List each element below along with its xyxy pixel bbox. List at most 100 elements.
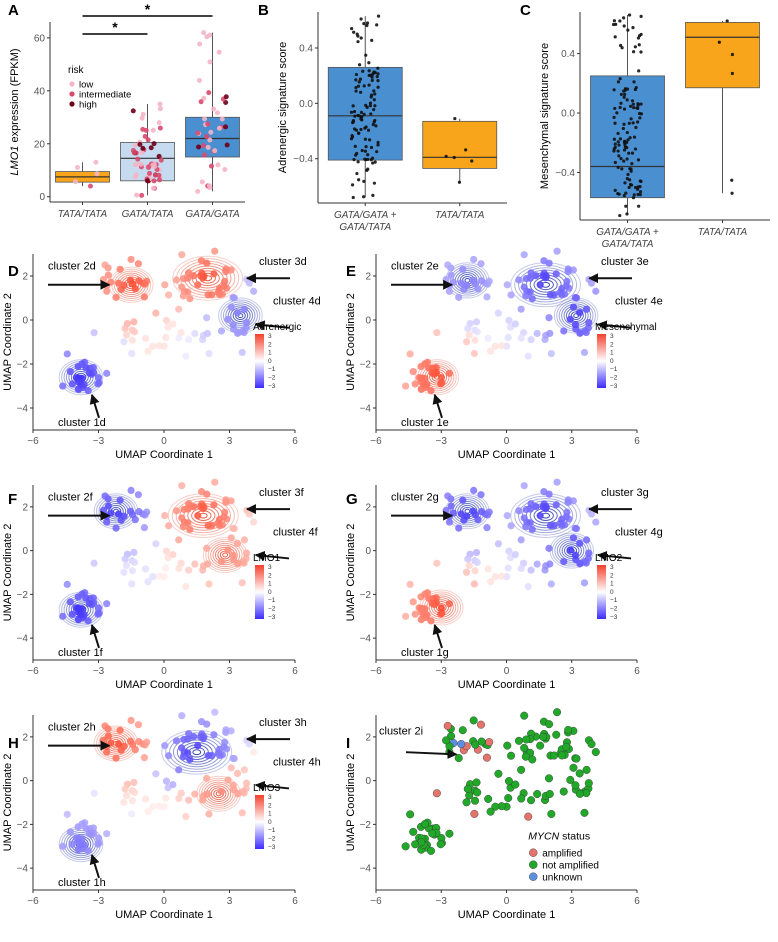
cell-point <box>494 540 502 548</box>
cell-point <box>127 486 135 494</box>
colorbar-title: LMO1 <box>253 553 281 564</box>
cell-point <box>104 271 112 279</box>
cell-point <box>428 599 436 608</box>
cell-point <box>162 794 170 802</box>
y-tick-label: −2 <box>360 820 372 831</box>
data-point <box>619 43 623 48</box>
cell-point <box>84 847 92 855</box>
y-tick-label: 2 <box>365 732 371 743</box>
data-point <box>354 85 358 90</box>
cell-point <box>546 329 554 338</box>
colorbar <box>597 565 606 619</box>
data-point <box>639 102 643 106</box>
data-point <box>151 178 157 184</box>
cell-point <box>178 744 186 752</box>
data-point <box>87 183 93 189</box>
cell-point <box>444 261 452 269</box>
data-point <box>356 84 361 88</box>
y-axis-label-rest: expression (FPKM) <box>9 48 21 145</box>
cell-point <box>505 316 513 325</box>
data-point <box>196 144 202 150</box>
cell-point <box>116 726 124 734</box>
data-point <box>613 35 617 39</box>
y-tick-label: −0.4 <box>555 168 575 179</box>
cell-point <box>216 521 224 530</box>
data-point <box>636 102 640 106</box>
cell-point <box>566 775 575 784</box>
cell-point <box>104 502 112 510</box>
cell-point <box>585 318 593 327</box>
x-tick-label: 3 <box>227 896 233 907</box>
density-contour <box>175 498 231 534</box>
data-point <box>208 163 214 169</box>
data-point <box>363 149 368 153</box>
cell-point <box>162 316 171 325</box>
cell-point <box>128 580 136 588</box>
colorbar-tick: −3 <box>610 383 618 390</box>
data-point <box>632 193 636 197</box>
cell-point <box>553 478 561 486</box>
cell-point <box>517 765 526 774</box>
data-point <box>357 63 362 67</box>
cell-point <box>582 328 590 337</box>
cell-point <box>104 732 112 740</box>
density-contour <box>230 307 251 324</box>
cell-point <box>476 720 485 729</box>
data-point <box>639 50 643 54</box>
density-contour <box>464 508 471 514</box>
cell-point <box>433 329 441 337</box>
x-axis-label: UMAP Coordinate 1 <box>115 679 213 691</box>
cell-point <box>103 600 111 608</box>
data-point <box>623 181 627 185</box>
cell-point <box>144 808 152 816</box>
cell-point <box>240 305 248 313</box>
cell-point <box>471 511 479 519</box>
cell-point <box>185 730 193 738</box>
cell-point <box>572 754 581 763</box>
data-point <box>132 162 138 168</box>
cell-point <box>175 564 183 573</box>
cell-point <box>230 294 238 302</box>
cell-point <box>227 303 235 311</box>
data-point <box>636 192 640 197</box>
umap-panel-f: −6 −3 0 3 6 2 0 −2 −4 UMAP Coordinate 1 UMAP Coord… <box>2 478 319 691</box>
colorbar-tick: −1 <box>268 366 276 373</box>
x-tick-label: −6 <box>370 436 382 447</box>
data-point <box>628 104 633 108</box>
cell-point <box>175 334 183 342</box>
umap-panel-d: −6 −3 0 3 6 2 0 −2 −4 UMAP Coordinate 1 UMAP Coord… <box>2 247 321 461</box>
y-tick-label: −2 <box>360 360 372 371</box>
cell-point <box>66 367 74 376</box>
cell-point <box>127 255 135 264</box>
x-tick-label: TATA/TATA <box>435 210 485 221</box>
data-point <box>638 116 642 120</box>
y-axis-label: LMO1 expression (FPKM) <box>9 48 21 175</box>
data-point <box>626 172 630 177</box>
cell-point <box>477 260 485 268</box>
data-point <box>470 159 474 163</box>
data-point <box>464 148 468 152</box>
y-axis-label: Mesenchymal signature score <box>539 43 551 189</box>
data-point <box>150 162 156 168</box>
cell-point <box>191 560 199 568</box>
cell-point <box>122 561 131 570</box>
colorbar-tick: −2 <box>268 606 276 613</box>
cell-point <box>227 534 235 542</box>
cell-point <box>520 514 528 522</box>
cell-point <box>224 315 232 323</box>
cell-point <box>504 564 512 572</box>
data-point <box>362 195 366 199</box>
cell-point <box>140 754 148 762</box>
cell-point <box>179 523 187 531</box>
cell-point <box>203 790 212 798</box>
cell-point <box>203 774 211 782</box>
data-point <box>202 116 208 122</box>
cluster-label: cluster 2f <box>48 491 94 503</box>
y-tick-label: 2 <box>365 502 371 513</box>
data-point <box>356 40 360 44</box>
panel-letter-i: I <box>346 735 350 752</box>
cell-point <box>520 482 528 490</box>
cell-point <box>185 336 193 344</box>
cell-point <box>515 507 523 515</box>
